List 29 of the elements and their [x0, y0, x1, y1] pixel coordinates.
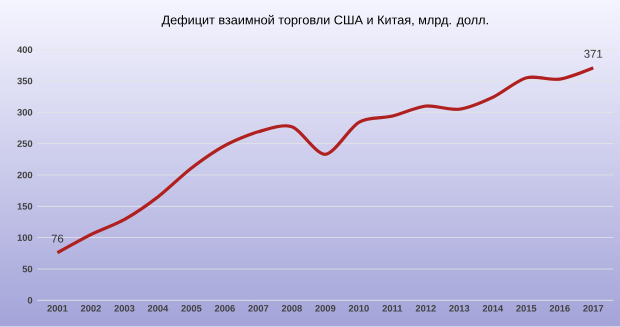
x-tick-label: 2007 [248, 305, 268, 312]
y-tick-label: 100 [18, 234, 32, 241]
x-tick-label: 2006 [214, 305, 235, 312]
x-tick-label: 2004 [148, 305, 168, 312]
x-tick-label: 2015 [516, 305, 536, 312]
x-tick-label: 2001 [47, 305, 68, 312]
data-label: 371 [584, 50, 602, 58]
x-tick-label: 2017 [583, 305, 604, 312]
x-tick-label: 2016 [550, 305, 570, 312]
x-tick-label: 2005 [181, 305, 202, 312]
y-tick-label: 300 [17, 109, 32, 116]
y-tick-label: 250 [17, 140, 32, 147]
x-tick-label: 2010 [348, 305, 369, 312]
y-tick-label: 200 [17, 172, 32, 178]
x-tick-label: 2008 [282, 305, 302, 312]
x-tick-label: 2009 [315, 305, 336, 312]
chart-title: Дефицит взаимной торговли США и Китая, млрд. долл. [162, 14, 488, 27]
data-label: 76 [52, 234, 64, 243]
y-tick-label: 50 [22, 266, 32, 272]
y-tick-label: 150 [18, 203, 32, 210]
x-tick-label: 2011 [382, 305, 402, 312]
x-tick-label: 2013 [449, 305, 470, 312]
y-tick-label: 400 [17, 46, 32, 53]
x-tick-label: 2014 [482, 305, 504, 312]
x-tick-label: 2012 [416, 305, 436, 312]
x-tick-label: 2003 [114, 305, 134, 312]
x-tick-label: 2002 [80, 305, 101, 312]
y-tick-label: 350 [17, 78, 32, 84]
y-tick-label: 0 [28, 297, 32, 304]
